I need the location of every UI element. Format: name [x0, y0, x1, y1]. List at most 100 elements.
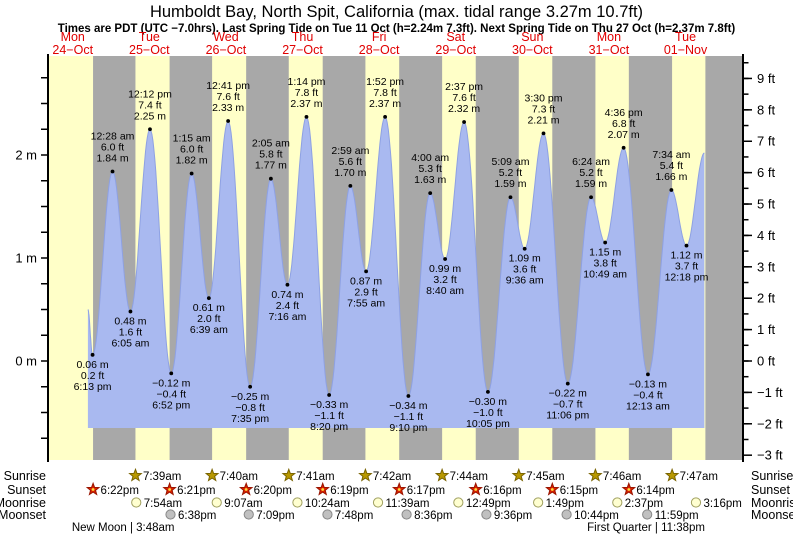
low-tide-label: 6:52 pm	[152, 399, 190, 411]
high-tide-label: 5:09 am	[492, 156, 530, 168]
high-tide-label: 2:59 am	[331, 145, 369, 157]
high-tide-label: 7.8 ft	[295, 87, 318, 99]
day-date-label: 28−Oct	[359, 43, 400, 57]
tide-extreme-dot	[684, 243, 689, 248]
sunrise-star-icon	[588, 467, 603, 482]
high-tide-label: 2.25 m	[134, 110, 166, 122]
sunrise-time: 7:44am	[450, 471, 488, 483]
tide-extreme-dot	[522, 246, 527, 251]
page-title: Humboldt Bay, North Spit, California (ma…	[149, 3, 644, 21]
high-tide-label: 1.77 m	[255, 160, 287, 172]
low-tide-label: −0.4 ft	[633, 389, 663, 401]
sunrise-time: 7:40am	[220, 471, 258, 483]
high-tide-label: 7.3 ft	[532, 103, 555, 115]
tide-extreme-dot	[621, 145, 626, 150]
day-name-label: Mon	[597, 30, 621, 44]
low-tide-label: 6:05 am	[111, 338, 149, 350]
moonset-icon	[322, 509, 333, 520]
tide-extreme-dot	[486, 390, 490, 394]
tide-extreme-dot	[383, 114, 387, 119]
tide-extreme-dot	[206, 296, 211, 301]
low-tide-label: 0.06 m	[77, 359, 109, 371]
sunrise-time: 7:39am	[143, 471, 181, 483]
y-axis-left-label: 0 m	[15, 354, 37, 369]
low-tide-label: 12:18 pm	[665, 272, 709, 284]
tide-extreme-dot	[364, 269, 369, 274]
high-tide-label: 1:52 pm	[366, 76, 404, 88]
low-tide-label: 7:16 am	[268, 311, 306, 323]
sunrise-star-icon	[281, 467, 297, 482]
low-tide-label: 10:05 pm	[466, 418, 510, 430]
high-tide-label: 1.70 m	[334, 167, 366, 179]
sunrise-time: 7:47am	[680, 471, 718, 483]
moonrise-time: 12:49pm	[466, 498, 511, 510]
moonrise-icon	[453, 497, 464, 508]
low-tide-label: 1.6 ft	[119, 327, 142, 339]
y-axis-right-label: −1 ft	[757, 385, 783, 400]
moon-phase-label: New Moon | 3:48am	[72, 522, 175, 534]
high-tide-label: 1.59 m	[575, 178, 607, 190]
tide-extreme-dot	[428, 191, 433, 196]
sunset-time: 6:22pm	[101, 485, 139, 497]
low-tide-label: 9:10 pm	[389, 422, 427, 434]
y-axis-right-label: −3 ft	[757, 448, 783, 463]
day-date-label: 25−Oct	[129, 43, 170, 57]
high-tide-label: 12:12 pm	[128, 88, 172, 100]
high-tide-label: 1.66 m	[655, 171, 687, 183]
y-axis-right-label: 2 ft	[757, 291, 775, 306]
tide-extreme-dot	[646, 372, 650, 377]
moonset-icon	[561, 509, 572, 520]
high-tide-label: 5.2 ft	[499, 167, 522, 179]
moonset-icon	[401, 509, 412, 520]
axes: 0 m 1 m 2 m −3 ft −2 ft −1 ft 0 ft 1 ft 2 ft 3 ft…	[15, 54, 783, 463]
moonrise-icon	[612, 497, 623, 508]
high-tide-label: 12:28 am	[91, 130, 135, 142]
tide-extreme-dot	[327, 393, 332, 397]
y-axis-right-label: 8 ft	[757, 102, 775, 117]
low-tide-label: −0.33 m	[310, 399, 348, 411]
low-tide-label: −1.1 ft	[314, 410, 344, 422]
day-name-label: Tue	[139, 30, 160, 44]
astro-row-label-left: Sunrise	[4, 469, 46, 483]
y-axis-right-label: 6 ft	[757, 165, 775, 180]
tide-extreme-dot	[148, 127, 152, 132]
low-tide-label: 3.7 ft	[675, 261, 698, 273]
tide-extreme-dot	[304, 114, 309, 119]
tide-extreme-dot	[248, 384, 253, 389]
low-tide-label: 8:20 pm	[310, 421, 348, 433]
day-name-label: Wed	[213, 30, 239, 44]
sunrise-time: 7:45am	[526, 471, 564, 483]
high-tide-label: 7.6 ft	[452, 92, 475, 104]
low-tide-label: −0.4 ft	[157, 388, 187, 400]
low-tide-label: −0.7 ft	[553, 399, 583, 411]
high-tide-label: 2.07 m	[608, 129, 640, 141]
low-tide-label: 11:06 pm	[546, 410, 589, 422]
day-date-label: 31−Oct	[589, 43, 630, 57]
tide-extreme-dot	[128, 309, 133, 314]
day-date-label: 24−Oct	[52, 43, 93, 57]
moonset-time: 11:59pm	[655, 510, 699, 522]
tide-extreme-dot	[589, 195, 593, 200]
y-axis-right-label: 3 ft	[757, 259, 775, 274]
moonset-time: 6:38pm	[178, 510, 216, 522]
low-tide-label: 7:35 pm	[231, 413, 269, 425]
tide-extreme-dot	[268, 176, 273, 181]
day-date-label: 30−Oct	[512, 43, 553, 57]
y-axis-right-label: 0 ft	[757, 354, 775, 369]
low-tide-label: −1.0 ft	[473, 407, 503, 419]
high-tide-label: 7.6 ft	[216, 91, 239, 103]
moon-phases: New Moon | 3:48am First Quarter | 11:38pm	[72, 522, 705, 534]
low-tide-label: 0.2 ft	[81, 370, 104, 382]
astro-row-label-right: Moonrise	[751, 496, 793, 510]
high-tide-label: 12:41 pm	[206, 80, 250, 92]
moonrise-icon	[372, 497, 384, 508]
low-tide-label: 6:13 pm	[74, 381, 112, 393]
tide-extreme-dot	[110, 169, 115, 174]
low-tide-label: −0.25 m	[231, 391, 269, 403]
moonrise-time: 3:16pm	[703, 498, 741, 510]
high-tide-label: 5.2 ft	[579, 167, 602, 179]
day-labels: Mon24−OctTue25−OctWed26−OctThu27−OctFri2…	[52, 30, 708, 57]
low-tide-label: 1.09 m	[509, 253, 541, 265]
moonset-icon	[481, 509, 492, 520]
